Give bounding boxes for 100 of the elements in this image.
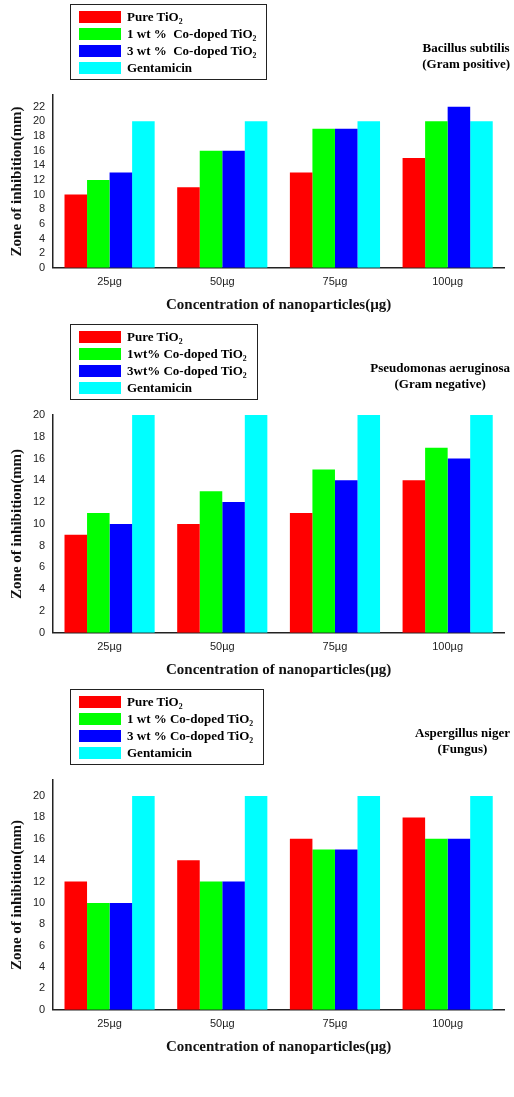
- bar: [109, 523, 133, 633]
- bar: [132, 121, 155, 268]
- bar: [177, 860, 200, 1010]
- bar: [357, 796, 381, 1010]
- legend-label: Gentamicin: [127, 59, 192, 76]
- y-tick-label: 12: [32, 495, 46, 508]
- bar: [244, 121, 268, 268]
- bar: [87, 902, 110, 1010]
- chart-subtitle: (Fungus): [437, 741, 488, 756]
- y-tick-label: 8: [39, 917, 46, 930]
- chart-subtitle: (Gram negative): [394, 376, 486, 391]
- bar: [289, 172, 313, 268]
- x-tick-label: 100µg: [432, 275, 464, 288]
- bar: [64, 881, 88, 1010]
- bar: [470, 121, 493, 268]
- bar: [109, 902, 133, 1010]
- x-tick-label: 25µg: [97, 275, 122, 288]
- y-tick-label: 20: [32, 789, 46, 802]
- bar: [289, 513, 313, 633]
- x-tick-label: 50µg: [209, 275, 235, 288]
- bar: [222, 881, 245, 1010]
- x-tick-label: 100µg: [432, 1017, 464, 1030]
- bar: [334, 480, 358, 633]
- y-tick-label: 0: [39, 260, 46, 273]
- y-tick-label: 8: [39, 202, 46, 215]
- bar: [425, 447, 448, 633]
- x-tick-label: 100µg: [432, 640, 464, 653]
- y-tick-label: 4: [39, 960, 46, 973]
- legend-label: Gentamicin: [127, 379, 192, 396]
- bar: [177, 187, 200, 268]
- chart-title: Aspergillus niger: [415, 725, 510, 740]
- bar: [132, 415, 155, 633]
- y-tick-label: 18: [32, 810, 46, 823]
- legend-label: Pure TiO₂: [127, 693, 183, 710]
- y-tick-label: 6: [39, 216, 46, 229]
- y-tick-label: 0: [39, 625, 46, 638]
- x-tick-label: 75µg: [322, 640, 348, 653]
- y-tick-label: 4: [39, 582, 46, 595]
- y-tick-label: 2: [39, 246, 46, 259]
- bar: [222, 150, 245, 268]
- bar: [470, 796, 493, 1010]
- y-tick-label: 0: [39, 1002, 46, 1015]
- bar: [244, 796, 268, 1010]
- y-axis-title: Zone of inhibition(mm): [7, 448, 25, 599]
- y-tick-label: 8: [39, 538, 46, 551]
- y-tick-label: 18: [32, 429, 46, 442]
- y-tick-label: 14: [32, 473, 46, 486]
- y-tick-label: 20: [32, 408, 46, 421]
- x-tick-label: 75µg: [322, 275, 348, 288]
- bar: [132, 796, 155, 1010]
- bar: [199, 150, 223, 268]
- x-axis-title: Concentration of nanoparticles(µg): [165, 660, 392, 678]
- x-axis-title: Concentration of nanoparticles(µg): [165, 295, 392, 313]
- bar: [87, 179, 110, 268]
- x-tick-label: 50µg: [209, 1017, 235, 1030]
- y-tick-label: 6: [39, 560, 46, 573]
- y-tick-label: 6: [39, 938, 46, 951]
- x-tick-label: 75µg: [322, 1017, 348, 1030]
- x-tick-label: 50µg: [209, 640, 235, 653]
- bar: [402, 817, 426, 1010]
- bar: [199, 491, 223, 633]
- y-axis-title: Zone of inhibition(mm): [7, 819, 25, 970]
- y-tick-label: 20: [32, 114, 46, 127]
- bar: [334, 849, 358, 1010]
- bar: [312, 849, 335, 1010]
- bar: [289, 838, 313, 1010]
- legend-label: Gentamicin: [127, 744, 192, 761]
- bar: [109, 172, 133, 268]
- bar: [334, 128, 358, 268]
- bar: [64, 194, 88, 268]
- y-tick-label: 18: [32, 129, 46, 142]
- legend-label: 1 wt % Co-doped TiO₂: [127, 710, 254, 727]
- bar: [64, 534, 88, 633]
- bar: [357, 415, 381, 633]
- y-tick-label: 16: [32, 451, 46, 464]
- bar: [425, 838, 448, 1010]
- bar: [447, 458, 471, 633]
- chart-title: Bacillus subtilis: [422, 40, 510, 55]
- bar: [312, 469, 335, 633]
- bar: [402, 157, 426, 268]
- bar: [87, 513, 110, 633]
- bar: [357, 121, 381, 268]
- legend-label: Pure TiO₂: [127, 8, 183, 25]
- y-tick-label: 4: [39, 231, 46, 244]
- y-tick-label: 16: [32, 143, 46, 156]
- y-tick-label: 2: [39, 981, 46, 994]
- bar: [447, 838, 471, 1010]
- bar: [222, 502, 245, 633]
- y-tick-label: 10: [32, 187, 46, 200]
- bar: [312, 128, 335, 268]
- x-tick-label: 25µg: [97, 1017, 122, 1030]
- y-tick-label: 10: [32, 895, 46, 908]
- y-tick-label: 12: [32, 172, 46, 185]
- chart-title: Pseudomonas aeruginosa: [370, 360, 510, 375]
- legend-label: Pure TiO₂: [127, 328, 183, 345]
- chart-subtitle: (Gram positive): [422, 56, 510, 71]
- y-tick-label: 2: [39, 604, 46, 617]
- legend-label: 3 wt % Co-doped TiO₂: [127, 727, 254, 744]
- y-axis-title: Zone of inhibition(mm): [7, 106, 25, 257]
- y-tick-label: 12: [32, 874, 46, 887]
